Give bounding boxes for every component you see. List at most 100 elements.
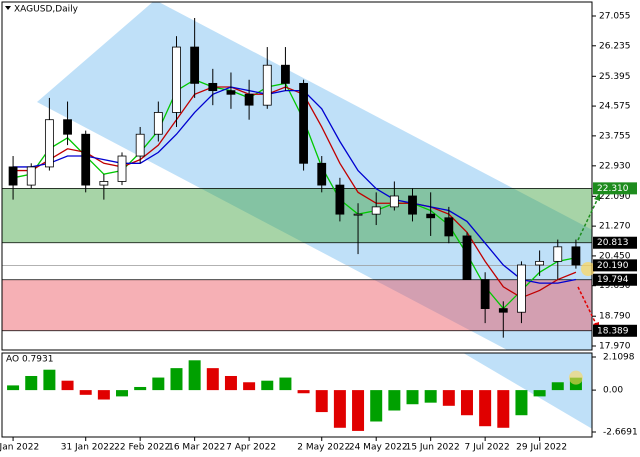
ao-panel xyxy=(7,353,592,431)
channel xyxy=(463,353,592,429)
ao-bar xyxy=(224,375,237,391)
ao-bar xyxy=(424,390,437,403)
x-tick-label: 22 Feb 2022 xyxy=(114,443,170,453)
candle-body xyxy=(462,235,472,280)
y-tick-label: 27.055 xyxy=(599,12,631,22)
level-tag xyxy=(593,236,637,249)
ao-bar xyxy=(533,390,546,397)
moving-average xyxy=(13,86,577,284)
candle-body xyxy=(226,90,236,95)
ao-bar xyxy=(315,390,328,413)
candle-body xyxy=(426,213,436,219)
candle-body xyxy=(389,195,399,208)
x-tick-label: 15 Jun 2022 xyxy=(406,443,460,453)
candle-body xyxy=(480,279,490,309)
candle-body xyxy=(81,133,91,186)
y-tick-label: 17.970 xyxy=(599,342,631,352)
ao-bar xyxy=(7,385,20,391)
ao-bar xyxy=(388,390,401,411)
candle-body xyxy=(517,264,526,313)
candle-body xyxy=(498,308,508,313)
ao-bar xyxy=(352,390,365,431)
ao-bar xyxy=(460,390,473,416)
level-tag xyxy=(593,273,637,286)
ao-tick-label: 0.00 xyxy=(603,386,623,396)
y-tick-label: 23.755 xyxy=(599,131,631,141)
candle-body xyxy=(63,119,72,135)
ao-bar xyxy=(243,382,256,391)
candle-body xyxy=(26,166,36,186)
ao-bar xyxy=(97,390,110,400)
ao-bar xyxy=(170,368,183,391)
y-tick-label: 26.235 xyxy=(599,41,631,51)
ao-bar xyxy=(43,369,56,391)
menu-icon xyxy=(5,6,11,10)
y-tick-label: 25.395 xyxy=(599,72,631,82)
forecast-up xyxy=(577,197,599,241)
main-frame xyxy=(1,1,593,351)
candle-body xyxy=(117,155,127,182)
candle-body xyxy=(444,217,454,237)
forecast-down xyxy=(577,286,598,327)
main-panel xyxy=(2,2,592,350)
level-label: 22.310 xyxy=(597,184,629,194)
candle-body xyxy=(262,64,272,106)
ao-bar xyxy=(152,377,165,391)
x-tick-label: 24 May 2022 xyxy=(349,443,408,453)
level-tag xyxy=(593,182,637,195)
candle-body xyxy=(172,46,181,113)
y-tick-label: 24.575 xyxy=(599,102,631,112)
ao-label: AO 0.7931 xyxy=(6,355,53,365)
y-tick-label: 21.270 xyxy=(599,222,631,232)
overlay: XAGUSD,Daily xyxy=(5,5,600,331)
x-tick-label: 29 Jul 2022 xyxy=(516,443,567,453)
x-tick-label: 7 Jul 2022 xyxy=(465,443,510,453)
ao-bar xyxy=(116,390,129,397)
ao-bar xyxy=(79,390,92,395)
y-tick-label: 20.450 xyxy=(599,251,631,261)
highlight xyxy=(568,370,583,385)
ao-bar xyxy=(497,390,510,428)
ao-bar xyxy=(61,380,74,391)
ao-bar xyxy=(279,377,292,391)
candle-body xyxy=(408,195,417,215)
candle-body xyxy=(208,82,218,92)
ao-bar xyxy=(206,368,219,391)
level-label: 19.794 xyxy=(597,275,629,285)
ao-bar xyxy=(25,375,38,391)
candle-body xyxy=(553,246,563,262)
x-tick-label: 7 Apr 2022 xyxy=(226,443,276,453)
x-tick-label: 7 Jan 2022 xyxy=(0,443,39,453)
ao-bar xyxy=(333,390,346,428)
zone xyxy=(2,188,592,243)
y-tick-label: 22.930 xyxy=(599,161,631,171)
candle-body xyxy=(190,46,200,84)
ao-bar xyxy=(188,360,201,391)
x-tick-label: 16 Mar 2022 xyxy=(168,443,225,453)
candle-body xyxy=(353,213,363,216)
x-tick-label: 2 May 2022 xyxy=(297,443,350,453)
candle-body xyxy=(571,246,581,266)
level-tag xyxy=(593,324,637,337)
candle-body xyxy=(135,133,145,157)
candle-body xyxy=(281,64,290,84)
y-tick-label: 19.630 xyxy=(599,281,631,291)
candle-body xyxy=(335,184,345,215)
candle-body xyxy=(44,119,54,168)
chart-title: XAGUSD,Daily xyxy=(14,5,79,15)
ao-bar xyxy=(551,382,564,391)
highlight xyxy=(581,262,595,276)
ao-bar xyxy=(479,390,492,427)
x-tick-label: 31 Jan 2022 xyxy=(61,443,115,453)
candle-body xyxy=(99,181,109,186)
level-label: 18.389 xyxy=(597,326,629,336)
ao-frame xyxy=(1,352,593,438)
ao-bar xyxy=(406,390,419,405)
y-tick-label: 22.090 xyxy=(599,192,631,202)
ao-bar xyxy=(297,390,310,394)
candle-body xyxy=(8,166,18,186)
arrow-head xyxy=(594,193,600,201)
candle-body xyxy=(535,260,545,266)
candle-body xyxy=(317,162,327,186)
